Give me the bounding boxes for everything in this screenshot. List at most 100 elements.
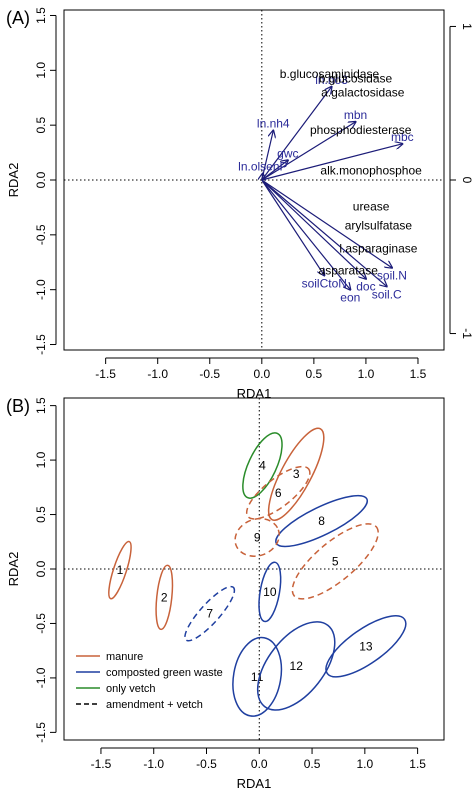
y-tick-label: -0.5 [34,224,48,245]
vector-arrow-mbn [261,122,356,181]
x-tick-label: 0.0 [253,367,270,381]
x-tick-label: -1.0 [143,757,164,771]
y-tick-label: 0.5 [34,506,48,523]
vector-arrow-soilcton [261,179,324,275]
x-tick-label: 0.0 [251,757,268,771]
group-label: 12 [290,659,304,673]
vector-label: doc [356,280,375,294]
vector-label: mbn [344,108,367,122]
y-tick-label: 1.5 [34,7,48,24]
panel-a-label: (A) [6,8,30,28]
group-ellipse-9 [234,517,280,557]
vector-arrow-ln-no3 [261,87,332,181]
legend-label: amendment + vetch [106,699,203,711]
x-tick-label: -1.5 [95,367,116,381]
enzyme-label: phosphodiesterase [310,123,412,137]
vector-label: soilCtoN [302,276,347,290]
vector-label: soil.N [377,269,407,283]
enzyme-label: b.glucosidase [319,71,393,85]
enzyme-label: asparatase [319,263,379,277]
y-tick-label: -1.5 [34,334,48,355]
panel-b-legend: manure composted green waste only vetch ame… [70,648,228,714]
vector-label: eon [340,291,360,305]
x-tick-label: 1.5 [410,367,427,381]
x-tick-label: -1.5 [91,757,112,771]
y-tick-label: 0.5 [34,116,48,133]
group-ellipse-12 [256,621,336,711]
vector-label: soil.C [372,287,402,301]
enzyme-label: urease [353,200,390,214]
enzyme-label: alk.monophosphoe [320,164,422,178]
panel-a-reference-lines [64,10,444,350]
group-ellipse-11 [232,636,283,717]
group-ellipse-2 [155,564,174,631]
group-label: 7 [206,607,213,621]
enzyme-label: a.galactosidase [321,86,405,100]
panel-a-y-axis-label: RDA2 [6,163,21,198]
vector-arrow-soil-n [261,179,392,268]
panel-b-label: (B) [6,396,30,416]
group-label: 5 [332,554,339,568]
vector-label: ln.nh4 [257,117,290,131]
x-tick-label: 0.5 [304,757,321,771]
panel-b: (B) -1.5 -1.0 -0.5 0.0 0.5 1.0 1.5 -1.5 -1.0 -0.5… [6,396,445,791]
y-tick-label: 1.5 [34,397,48,414]
vector-label: mbc [391,130,414,144]
group-ellipse-7 [184,585,236,642]
y-tick-label: -1.0 [34,279,48,300]
panel-b-y-axis-label: RDA2 [6,552,21,587]
group-ellipse-4 [242,432,283,499]
legend-label: manure [106,651,143,663]
right-tick-label: 1 [460,23,474,30]
panel-a-vectors [262,87,403,290]
group-label: 2 [161,590,168,604]
enzyme-label: b.glucosaminidase [280,67,380,81]
vector-arrow-ln-nh4 [261,131,273,181]
group-label: 1 [117,563,124,577]
legend-box [70,648,228,714]
y-tick-label: 0.0 [34,171,48,188]
group-label: 4 [259,459,266,473]
panel-b-axes: -1.5 -1.0 -0.5 0.0 0.5 1.0 1.5 -1.5 -1.0 -0.5 0.0 0… [34,397,426,771]
panel-a: (A) -1.5 -1.0 -0.5 0.0 0.5 1.0 1.5 -1.5 -1.0 -0.5… [6,7,474,401]
x-tick-label: 1.5 [409,757,426,771]
vector-arrow-soil-c [261,179,387,286]
group-label: 3 [293,467,300,481]
group-label: 8 [318,514,325,528]
vector-arrow-eon [261,179,350,290]
right-tick-label: -1 [460,328,474,339]
y-tick-label: -1.5 [34,722,48,743]
legend-label: composted green waste [106,667,223,679]
enzyme-label: arylsulfatase [345,218,413,232]
vector-label: ln.no3 [315,73,348,87]
x-tick-label: -1.0 [147,367,168,381]
group-ellipse-1 [108,540,132,600]
vector-label: ln.olsenP [238,159,287,173]
vector-arrow-doc [261,179,366,279]
panel-b-reference-lines [64,398,444,740]
y-tick-label: -1.0 [34,667,48,688]
group-label: 13 [359,639,373,653]
group-ellipse-3 [267,427,325,521]
x-tick-label: 1.0 [358,367,375,381]
y-tick-label: 1.0 [34,451,48,468]
panel-a-x-axis-label: RDA1 [237,386,272,401]
x-tick-label: -0.5 [196,757,217,771]
panel-b-x-axis-label: RDA1 [237,776,272,791]
group-ellipse-6 [245,465,311,520]
group-label: 9 [254,530,261,544]
enzyme-label: l.asparaginase [339,241,417,255]
x-tick-label: 1.0 [356,757,373,771]
y-tick-label: 0.0 [34,560,48,577]
right-tick-label: 0 [460,177,474,184]
y-tick-label: -0.5 [34,613,48,634]
group-label: 10 [263,585,277,599]
vector-arrow-mbc [261,144,403,181]
panel-a-axes: -1.5 -1.0 -0.5 0.0 0.5 1.0 1.5 -1.5 -1.0 -0.5 0.0 0… [34,7,474,381]
group-label: 6 [275,486,282,500]
x-tick-label: 0.5 [306,367,323,381]
legend-label: only vetch [106,683,156,695]
